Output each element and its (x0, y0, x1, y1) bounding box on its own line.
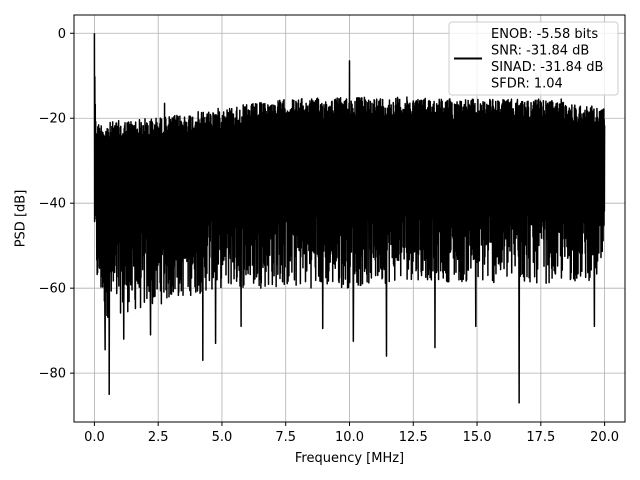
x-tick-label: 2.5 (148, 430, 169, 445)
x-tick-label: 12.5 (399, 430, 428, 445)
legend: ENOB: -5.58 bits SNR: -31.84 dB SINAD: -31… (448, 21, 619, 96)
legend-text-line: SFDR: 1.04 (491, 77, 563, 92)
x-axis-label: Frequency [MHz] (295, 451, 404, 466)
y-axis-ticks: 0 −20 −40 −60 −80 (39, 27, 74, 382)
x-axis-ticks: 0.0 2.5 5.0 7.5 10.0 12.5 15.0 17.5 20.0 (84, 422, 619, 445)
y-tick-label: −60 (39, 282, 66, 297)
y-tick-label: 0 (58, 27, 66, 42)
legend-entry-metrics: ENOB: -5.58 bits SNR: -31.84 dB SINAD: -31… (491, 27, 603, 92)
legend-box (448, 21, 619, 96)
x-tick-label: 15.0 (463, 430, 492, 445)
y-tick-label: −80 (39, 367, 66, 382)
legend-text-line: ENOB: -5.58 bits (491, 27, 598, 42)
x-tick-label: 0.0 (84, 430, 105, 445)
x-tick-label: 20.0 (590, 430, 619, 445)
legend-text-line: SNR: -31.84 dB (491, 44, 589, 59)
legend-text-line: SINAD: -31.84 dB (491, 60, 603, 75)
y-tick-label: −20 (39, 112, 66, 127)
x-tick-label: 17.5 (526, 430, 555, 445)
x-tick-label: 10.0 (335, 430, 364, 445)
x-tick-label: 5.0 (212, 430, 233, 445)
y-axis-label: PSD [dB] (14, 190, 29, 248)
x-tick-label: 7.5 (275, 430, 296, 445)
y-tick-label: −40 (39, 197, 66, 212)
psd-series-line (93, 33, 606, 404)
plot-area (93, 33, 606, 404)
